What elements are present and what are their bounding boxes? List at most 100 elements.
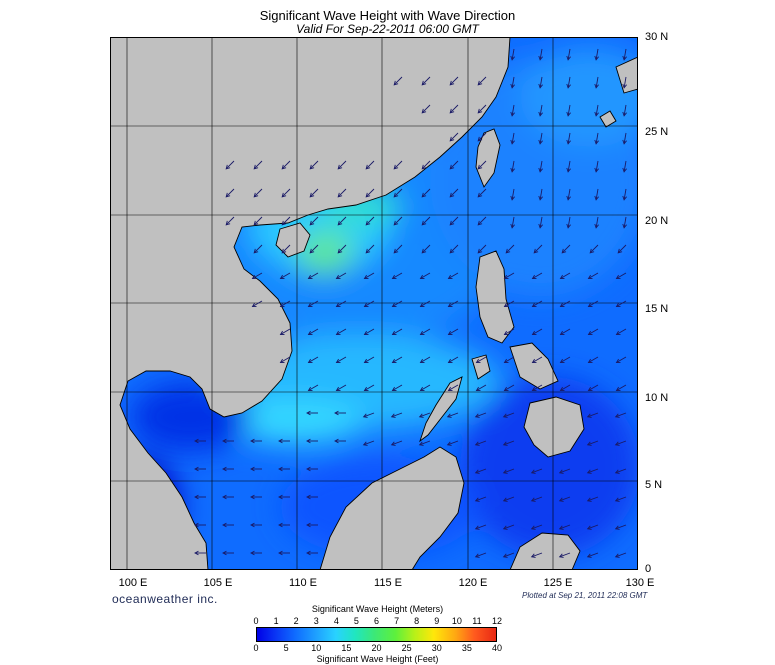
wave-direction-arrowhead <box>447 274 453 279</box>
land-ryukyu <box>599 110 617 128</box>
wave-direction-arrow <box>421 244 431 254</box>
wave-direction-arrow <box>511 48 515 60</box>
wave-direction-arrow <box>567 48 571 60</box>
wave-direction-arrow <box>477 160 487 170</box>
wave-direction-arrow <box>504 300 515 307</box>
wave-direction-arrowhead <box>558 525 564 530</box>
wave-direction-arrowhead <box>533 248 539 254</box>
wave-direction-arrowhead <box>391 330 397 335</box>
wave-direction-arrow <box>531 496 543 502</box>
lon-label-125: 125 E <box>543 577 573 589</box>
wave-direction-arrowhead <box>334 438 339 444</box>
wave-direction-arrowhead <box>566 223 571 229</box>
wave-direction-arrowhead <box>614 469 620 474</box>
wave-direction-arrowhead <box>559 274 565 279</box>
wave-direction-arrowhead <box>587 302 593 307</box>
wave-direction-arrow <box>588 384 599 391</box>
wave-direction-arrow <box>421 160 431 170</box>
wave-direction-arrowhead <box>614 553 620 558</box>
wave-direction-arrowhead <box>475 358 481 363</box>
wave-direction-arrow <box>477 132 487 142</box>
wave-direction-arrow <box>623 188 627 200</box>
wave-direction-arrowhead <box>334 410 339 416</box>
colorbar-feet-tick: 30 <box>431 643 442 653</box>
wave-direction-arrowhead <box>503 302 509 307</box>
land-luzon <box>475 250 515 344</box>
wave-direction-arrow <box>511 188 515 200</box>
colorbar-feet-tick: 10 <box>311 643 322 653</box>
wave-direction-arrowhead <box>279 330 285 335</box>
wave-direction-arrowhead <box>474 441 480 446</box>
wave-direction-arrowhead <box>449 220 455 226</box>
wave-direction-arrowhead <box>362 441 368 446</box>
wave-direction-arrowhead <box>538 83 543 89</box>
wave-direction-arrow <box>616 384 627 391</box>
wave-direction-arrowhead <box>335 386 341 391</box>
colorbar-meter-tick: 10 <box>451 616 462 626</box>
wave-direction-arrow <box>531 468 543 474</box>
wave-direction-arrow <box>391 412 403 418</box>
wave-direction-arrowhead <box>594 111 599 117</box>
wave-direction-arrow <box>475 468 487 474</box>
wave-direction-arrow <box>503 496 515 502</box>
wave-direction-arrowhead <box>421 220 427 226</box>
wave-direction-arrow <box>623 104 627 116</box>
wave-direction-arrowhead <box>510 195 515 201</box>
wave-direction-arrow <box>253 188 263 198</box>
wave-direction-arrowhead <box>594 139 599 145</box>
wave-direction-arrow <box>225 216 235 226</box>
wave-direction-arrowhead <box>477 136 483 142</box>
wave-direction-arrowhead <box>622 55 627 61</box>
wave-direction-arrow <box>253 160 263 170</box>
wave-direction-arrow <box>393 216 403 226</box>
wave-direction-arrow <box>252 272 263 279</box>
wave-direction-arrow <box>365 216 375 226</box>
wave-direction-arrow <box>420 356 431 363</box>
wave-direction-arrowhead <box>306 466 311 472</box>
wave-direction-arrow <box>253 244 263 254</box>
wave-direction-arrow <box>615 440 627 446</box>
wave-direction-arrow <box>421 104 431 114</box>
wave-direction-arrowhead <box>617 248 623 254</box>
wave-direction-arrow <box>308 272 319 279</box>
wave-direction-arrowhead <box>250 466 255 472</box>
wave-direction-arrow <box>503 552 515 558</box>
wave-direction-arrowhead <box>391 302 397 307</box>
wave-direction-arrowhead <box>510 55 515 61</box>
wave-direction-arrow <box>448 328 459 335</box>
wave-direction-arrow <box>503 468 515 474</box>
colorbar-meter-tick: 12 <box>491 616 503 626</box>
wave-direction-arrow <box>477 104 487 114</box>
wave-direction-arrowhead <box>531 330 537 335</box>
wave-direction-arrowhead <box>251 274 257 279</box>
wave-direction-arrow <box>595 132 599 144</box>
wave-direction-arrow <box>475 496 487 502</box>
wave-direction-arrowhead <box>538 55 543 61</box>
wave-direction-arrowhead <box>503 330 509 335</box>
wave-direction-arrowhead <box>502 497 508 502</box>
wave-direction-arrow <box>449 160 459 170</box>
wave-direction-arrowhead <box>615 330 621 335</box>
wave-direction-arrow <box>595 104 599 116</box>
wave-direction-arrow <box>447 412 459 418</box>
wave-direction-arrow <box>337 160 347 170</box>
wave-direction-arrowhead <box>250 522 255 528</box>
wave-direction-arrow <box>475 412 487 418</box>
wave-direction-arrow <box>225 160 235 170</box>
wave-direction-arrowhead <box>447 330 453 335</box>
wave-direction-arrowhead <box>566 111 571 117</box>
wave-direction-arrowhead <box>446 441 452 446</box>
wave-direction-arrowhead <box>614 525 620 530</box>
wave-direction-arrowhead <box>194 522 199 528</box>
wave-direction-arrowhead <box>530 525 536 530</box>
wave-direction-arrow <box>511 160 515 172</box>
lat-label-15: 15 N <box>645 303 669 315</box>
wave-direction-arrow <box>615 552 627 558</box>
colorbar-feet-tick: 40 <box>491 643 503 653</box>
wave-direction-arrow <box>560 272 571 279</box>
wave-direction-arrow <box>308 356 319 363</box>
wave-direction-arrow <box>531 552 543 558</box>
wave-direction-arrow <box>559 552 571 558</box>
wave-direction-arrow <box>364 272 375 279</box>
wave-direction-arrow <box>560 328 571 335</box>
